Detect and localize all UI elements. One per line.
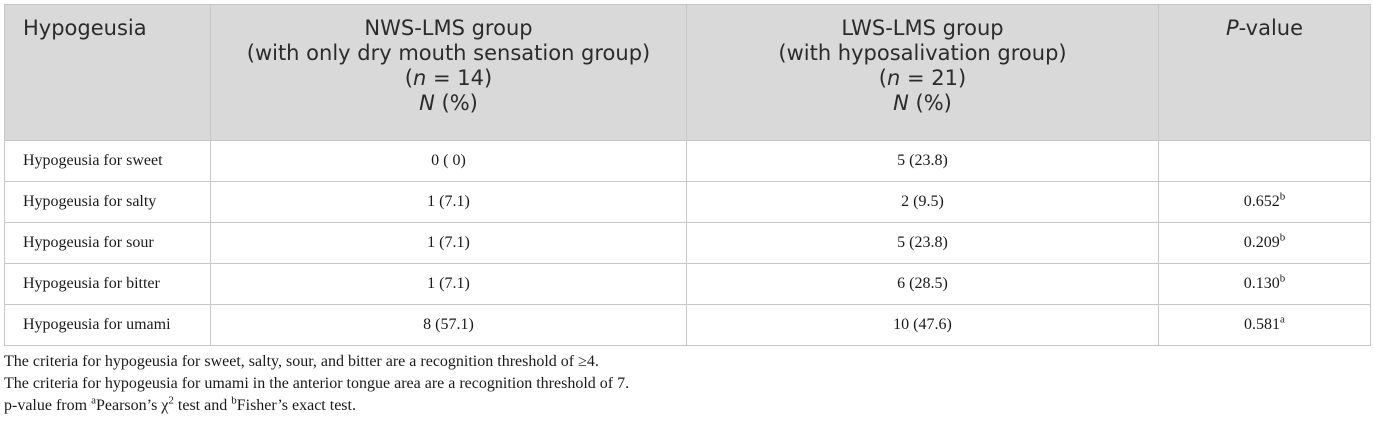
footnote-line: The criteria for hypogeusia for sweet, s… (4, 353, 599, 370)
lws-value: 2 (9.5) (686, 181, 1159, 223)
nws-value: 1 (7.1) (210, 222, 687, 264)
p-value: 0.209b (1158, 222, 1371, 264)
lws-value: 5 (23.8) (686, 140, 1159, 182)
table-row: Hypogeusia for salty 1 (7.1) 2 (9.5) 0.6… (4, 181, 1371, 223)
table-row: Hypogeusia for umami 8 (57.1) 10 (47.6) … (4, 304, 1371, 346)
table-row: Hypogeusia for sweet 0 ( 0) 5 (23.8) (4, 140, 1371, 182)
row-label: Hypogeusia for sour (4, 222, 211, 264)
row-label: Hypogeusia for salty (4, 181, 211, 223)
nws-value: 1 (7.1) (210, 181, 687, 223)
p-value: 0.581a (1158, 304, 1371, 346)
table-container: Hypogeusia NWS-LMS group (with only dry … (4, 4, 1371, 417)
header-hypogeusia: Hypogeusia (4, 4, 211, 141)
row-label: Hypogeusia for bitter (4, 263, 211, 305)
footnote-line: The criteria for hypogeusia for umami in… (4, 375, 630, 392)
table-body: Hypogeusia for sweet 0 ( 0) 5 (23.8) Hyp… (4, 140, 1371, 346)
header-p-value: P-value (1158, 4, 1371, 141)
row-label: Hypogeusia for sweet (4, 140, 211, 182)
table-row: Hypogeusia for bitter 1 (7.1) 6 (28.5) 0… (4, 263, 1371, 305)
row-label: Hypogeusia for umami (4, 304, 211, 346)
lws-value: 5 (23.8) (686, 222, 1159, 264)
lws-value: 6 (28.5) (686, 263, 1159, 305)
p-value: 0.130b (1158, 263, 1371, 305)
header-nws-lms-group: NWS-LMS group (with only dry mouth sensa… (210, 4, 687, 141)
nws-value: 0 ( 0) (210, 140, 687, 182)
nws-value: 8 (57.1) (210, 304, 687, 346)
lws-value: 10 (47.6) (686, 304, 1159, 346)
nws-value: 1 (7.1) (210, 263, 687, 305)
footnote-line: p-value from aPearson’s χ2 test and bFis… (4, 394, 356, 414)
table-header: Hypogeusia NWS-LMS group (with only dry … (4, 4, 1371, 141)
hypogeusia-table: Hypogeusia NWS-LMS group (with only dry … (4, 4, 1371, 346)
p-value (1158, 140, 1371, 182)
table-footnotes: The criteria for hypogeusia for sweet, s… (4, 351, 1370, 417)
table-row: Hypogeusia for sour 1 (7.1) 5 (23.8) 0.2… (4, 222, 1371, 264)
p-value: 0.652b (1158, 181, 1371, 223)
header-lws-lms-group: LWS-LMS group (with hyposalivation group… (686, 4, 1159, 141)
